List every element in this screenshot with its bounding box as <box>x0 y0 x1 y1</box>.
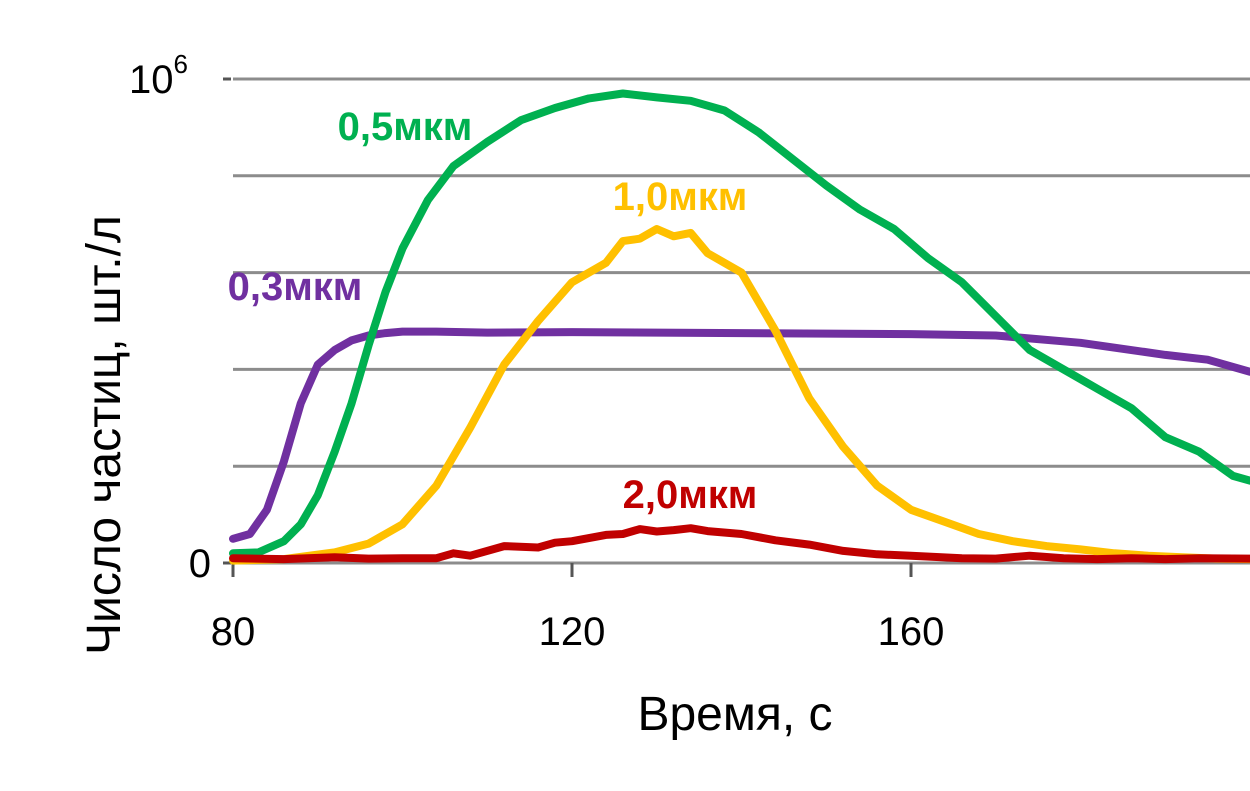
y-tick-exponent: 6 <box>174 49 188 79</box>
series-line-0 <box>229 327 1250 543</box>
x-tick-label-0: 80 <box>211 610 256 654</box>
series-label-1: 0,5мкм <box>338 105 473 149</box>
series-labels: 0,3мкм 0,5мкм 1,0мкм 2,0мкм <box>228 105 758 517</box>
series-lines <box>229 89 1250 565</box>
x-tick-label-2: 160 <box>878 610 945 654</box>
y-tick-label-0: 0 <box>189 542 211 586</box>
y-axis-title: Число частиц, шт./л <box>78 215 131 655</box>
axes: 0 106 80 120 160 <box>129 49 1250 654</box>
series-label-0: 0,3мкм <box>228 265 363 309</box>
series-line-2 <box>229 225 1250 565</box>
x-axis-title: Время, с <box>637 688 832 741</box>
series-line-1 <box>229 89 1250 558</box>
x-tick-label-1: 120 <box>539 610 606 654</box>
series-label-3: 2,0мкм <box>623 473 758 517</box>
series-line-3 <box>229 524 1250 564</box>
y-tick-label-1: 106 <box>129 49 188 102</box>
series-label-2: 1,0мкм <box>613 175 748 219</box>
